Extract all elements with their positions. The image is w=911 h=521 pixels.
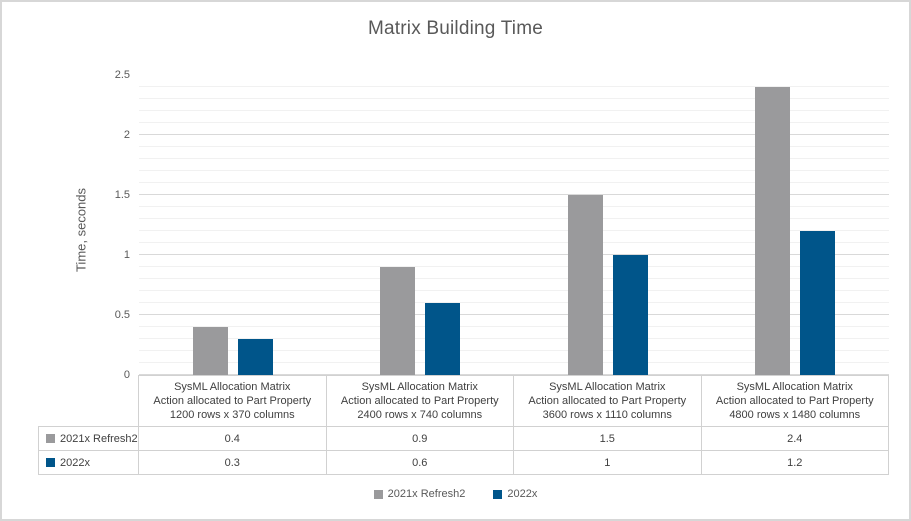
table-value: 0.3 xyxy=(138,450,327,475)
bar-2022x-cat4 xyxy=(800,231,836,375)
y-tick-label: 0 xyxy=(123,369,130,381)
legend-label-2021x-refresh2: 2021x Refresh2 xyxy=(387,488,466,500)
plot-area xyxy=(139,75,889,375)
series-name-2021x-refresh2: 2021x Refresh2 xyxy=(60,432,138,445)
table-value: 0.9 xyxy=(325,426,514,451)
category-header-2: SysML Allocation Matrix Action allocated… xyxy=(325,375,514,427)
table-value: 0.6 xyxy=(325,450,514,475)
y-tick-label: 2.5 xyxy=(114,69,130,81)
bar-2022x-cat1 xyxy=(237,339,273,375)
bar-2021x-refresh2-cat3 xyxy=(567,195,603,375)
series-label-cell-2022x: 2022x xyxy=(38,450,139,475)
bar-2021x-refresh2-cat4 xyxy=(755,87,791,375)
category-header-3: SysML Allocation Matrix Action allocated… xyxy=(513,375,702,427)
bar-group-4 xyxy=(702,75,890,375)
legend-key-icon-2021x-refresh2 xyxy=(46,433,55,443)
legend: 2021x Refresh2 2022x xyxy=(2,488,909,500)
table-value: 1 xyxy=(513,450,702,475)
table-value: 1.2 xyxy=(700,450,889,475)
chart-title: Matrix Building Time xyxy=(367,18,544,39)
bar-2021x-refresh2-cat2 xyxy=(380,267,416,375)
table-corner-cell xyxy=(39,376,139,427)
category-header-4: SysML Allocation Matrix Action allocated… xyxy=(700,375,889,427)
table-row-2022x: 2022x 0.3 0.6 1 1.2 xyxy=(38,450,889,475)
legend-item-2022x: 2022x xyxy=(493,488,537,500)
table-value: 2.4 xyxy=(700,426,889,451)
legend-swatch-icon-2021x-refresh2 xyxy=(373,489,383,499)
legend-label-2022x: 2022x xyxy=(507,488,538,500)
legend-swatch-icon-2022x xyxy=(493,489,503,499)
table-value: 1.5 xyxy=(513,426,702,451)
legend-key-icon-2022x xyxy=(46,457,55,467)
data-table: SysML Allocation Matrix Action allocated… xyxy=(38,375,889,475)
table-header-row: SysML Allocation Matrix Action allocated… xyxy=(39,375,889,427)
legend-item-2021x-refresh2: 2021x Refresh2 xyxy=(373,488,466,500)
bar-group-2 xyxy=(327,75,515,375)
bar-2021x-refresh2-cat1 xyxy=(192,327,228,375)
y-tick-label: 2 xyxy=(123,129,130,141)
series-name-2022x: 2022x xyxy=(60,456,90,469)
y-tick-label: 1 xyxy=(123,249,130,261)
bar-group-1 xyxy=(139,75,327,375)
y-tick-label: 1.5 xyxy=(114,189,130,201)
y-tick-label: 0.5 xyxy=(114,309,130,321)
series-label-cell-2021x-refresh2: 2021x Refresh2 xyxy=(38,426,139,451)
bar-group-3 xyxy=(514,75,702,375)
bar-2022x-cat3 xyxy=(612,255,648,375)
bar-2022x-cat2 xyxy=(425,303,461,375)
table-row-2021x-refresh2: 2021x Refresh2 0.4 0.9 1.5 2.4 xyxy=(38,426,889,451)
category-header-1: SysML Allocation Matrix Action allocated… xyxy=(138,375,327,427)
table-value: 0.4 xyxy=(138,426,327,451)
